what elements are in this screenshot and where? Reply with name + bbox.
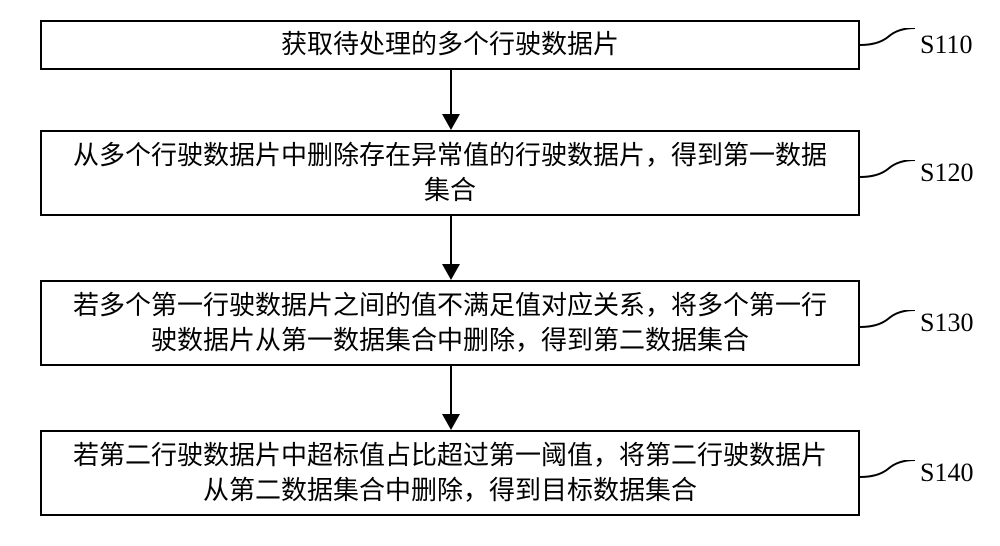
flowchart-step-s110: 获取待处理的多个行驶数据片 (40, 20, 860, 70)
flowchart-step-text: 从多个行驶数据片中删除存在异常值的行驶数据片，得到第一数据集合 (62, 138, 838, 208)
flowchart-step-text: 若多个第一行驶数据片之间的值不满足值对应关系，将多个第一行驶数据片从第一数据集合… (62, 288, 838, 358)
flowchart-label-connector (860, 310, 920, 340)
flowchart-step-text: 获取待处理的多个行驶数据片 (281, 27, 619, 62)
flowchart-step-text: 若第二行驶数据片中超标值占比超过第一阈值，将第二行驶数据片从第二数据集合中删除，… (62, 438, 838, 508)
flowchart-step-label-s120: S120 (920, 158, 973, 188)
flowchart-arrow-line (450, 366, 452, 414)
flowchart-step-s130: 若多个第一行驶数据片之间的值不满足值对应关系，将多个第一行驶数据片从第一数据集合… (40, 280, 860, 366)
arrow-down-icon (442, 114, 460, 130)
flowchart-step-s140: 若第二行驶数据片中超标值占比超过第一阈值，将第二行驶数据片从第二数据集合中删除，… (40, 430, 860, 516)
flowchart-label-connector (860, 28, 920, 58)
flowchart-label-connector (860, 460, 920, 490)
flowchart-arrow-line (450, 216, 452, 264)
flowchart-canvas: 获取待处理的多个行驶数据片 S110 从多个行驶数据片中删除存在异常值的行驶数据片，… (0, 0, 1000, 546)
flowchart-step-label-s140: S140 (920, 458, 973, 488)
flowchart-label-connector (860, 160, 920, 190)
flowchart-step-label-s130: S130 (920, 308, 973, 338)
flowchart-step-label-s110: S110 (920, 30, 973, 60)
flowchart-step-s120: 从多个行驶数据片中删除存在异常值的行驶数据片，得到第一数据集合 (40, 130, 860, 216)
arrow-down-icon (442, 414, 460, 430)
flowchart-arrow-line (450, 70, 452, 114)
arrow-down-icon (442, 264, 460, 280)
